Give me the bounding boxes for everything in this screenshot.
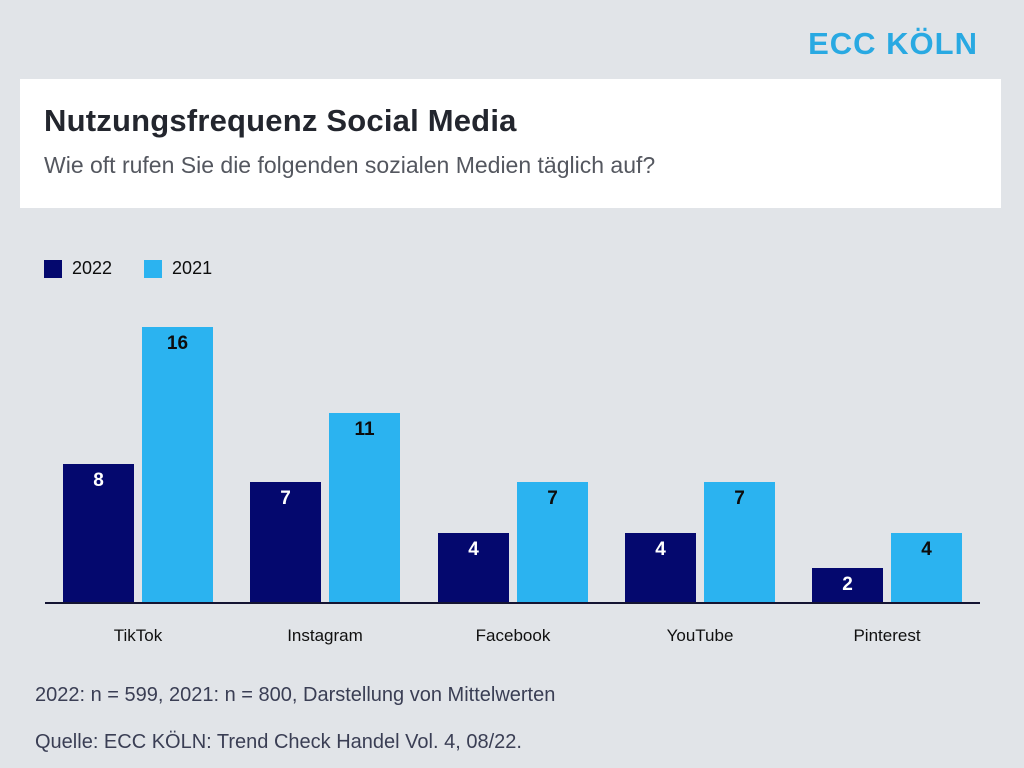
bar-chart-plot-area: 8 16 7 11 4 7 4 7 2 4 (45, 300, 980, 604)
x-axis-label-pinterest: Pinterest (853, 626, 921, 645)
x-axis-label-tiktok: TikTok (113, 626, 163, 645)
bar-2022-facebook: 4 (438, 533, 509, 602)
header-panel: Nutzungsfrequenz Social Media Wie oft ru… (20, 79, 1001, 208)
bar-value-label: 4 (655, 539, 666, 560)
page-title: Nutzungsfrequenz Social Media (44, 103, 517, 138)
source-note: Quelle: ECC KÖLN: Trend Check Handel Vol… (35, 731, 522, 753)
bar-value-label: 7 (734, 488, 745, 509)
bar-2022-instagram: 7 (250, 482, 321, 602)
bar-2022-pinterest: 2 (812, 568, 883, 602)
legend-swatch-2021-icon (144, 259, 163, 278)
bar-value-label: 7 (547, 488, 558, 509)
legend-label-2021: 2021 (172, 258, 213, 278)
legend-label-2022: 2022 (72, 258, 113, 278)
bar-2021-instagram: 11 (329, 413, 400, 602)
x-axis-category-labels: TikTok Instagram Facebook YouTube Pinterest (45, 626, 980, 648)
brand-logo: ECC KÖLN (808, 26, 978, 61)
bar-value-label: 4 (468, 539, 479, 560)
bar-2021-youtube: 7 (704, 482, 775, 602)
bar-value-label: 2 (842, 574, 853, 595)
bar-2021-tiktok: 16 (142, 327, 213, 602)
bar-value-label: 7 (280, 488, 291, 509)
bar-value-label: 8 (93, 470, 104, 491)
x-axis-label-instagram: Instagram (287, 626, 363, 645)
bar-2022-tiktok: 8 (63, 464, 134, 602)
bar-2022-youtube: 4 (625, 533, 696, 602)
bar-2021-pinterest: 4 (891, 533, 962, 602)
x-axis-label-youtube: YouTube (666, 626, 734, 645)
bar-value-label: 11 (354, 419, 375, 440)
bar-value-label: 4 (921, 539, 932, 560)
bar-2021-facebook: 7 (517, 482, 588, 602)
x-axis-label-facebook: Facebook (475, 626, 551, 645)
legend-item-2021: 2021 (144, 258, 212, 279)
legend-swatch-2022-icon (44, 259, 62, 278)
sample-size-note: 2022: n = 599, 2021: n = 800, Darstellun… (35, 684, 556, 706)
chart-legend: 2022 2021 (44, 258, 212, 279)
page-subtitle: Wie oft rufen Sie die folgenden sozialen… (44, 152, 656, 178)
legend-item-2022: 2022 (44, 258, 112, 279)
bar-value-label: 16 (166, 333, 189, 354)
